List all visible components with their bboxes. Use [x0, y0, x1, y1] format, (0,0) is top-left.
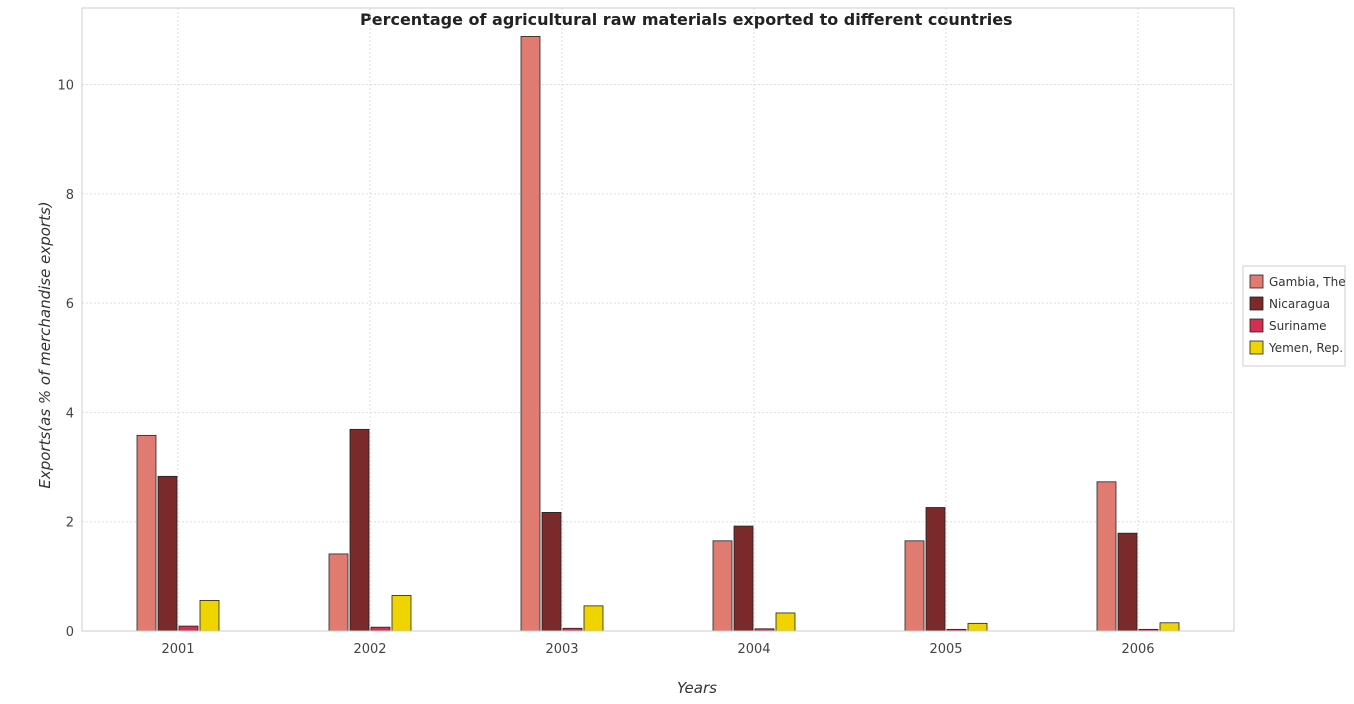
chart-title: Percentage of agricultural raw materials… — [360, 10, 1013, 29]
legend-swatch — [1249, 318, 1264, 333]
x-tick-label: 2002 — [353, 642, 386, 657]
bar-gambia-the-2001 — [136, 434, 157, 632]
bar-yemen-rep-2005 — [967, 622, 988, 632]
y-tick-label: 10 — [57, 79, 74, 94]
legend-swatch — [1249, 296, 1264, 311]
bar-yemen-rep-2004 — [775, 612, 796, 632]
legend-label: Nicaragua — [1269, 297, 1330, 311]
legend: Gambia, The Nicaragua Suriname Yemen, Rep. — [1242, 265, 1346, 367]
legend-swatch — [1249, 340, 1264, 355]
y-axis-label: Exports(as % of merchandise exports) — [36, 201, 54, 488]
y-tick-label: 6 — [66, 297, 74, 312]
bar-gambia-the-2004 — [712, 540, 733, 632]
gridlines — [82, 8, 1234, 632]
bar-gambia-the-2003 — [520, 36, 541, 632]
bar-nicaragua-2003 — [541, 512, 562, 632]
bar-nicaragua-2006 — [1117, 532, 1138, 632]
bar-suriname-2001 — [178, 625, 199, 632]
legend-label: Yemen, Rep. — [1268, 341, 1343, 355]
bar-gambia-the-2006 — [1096, 481, 1117, 632]
y-tick-label: 4 — [66, 406, 74, 421]
x-axis-label: Years — [677, 679, 717, 697]
bar-suriname-2002 — [370, 626, 391, 632]
legend-label: Suriname — [1269, 319, 1327, 333]
y-tick-label: 2 — [66, 516, 74, 531]
bars — [136, 36, 1180, 632]
x-tick-label: 2005 — [929, 642, 962, 657]
x-tick-label: 2003 — [545, 642, 578, 657]
legend-swatch — [1249, 274, 1264, 289]
bar-nicaragua-2001 — [157, 475, 178, 632]
axes: 0 2 4 6 8 10 2001 2002 2003 2004 2005 2006 — [57, 7, 1235, 657]
x-tick-label: 2001 — [161, 642, 194, 657]
bar-nicaragua-2004 — [733, 525, 754, 632]
x-tick-label: 2004 — [737, 642, 770, 657]
legend-label: Gambia, The — [1269, 275, 1346, 289]
bar-nicaragua-2005 — [925, 507, 946, 632]
bar-gambia-the-2005 — [904, 540, 925, 632]
bar-yemen-rep-2001 — [199, 599, 220, 632]
bar-gambia-the-2002 — [328, 553, 349, 632]
y-tick-label: 0 — [66, 625, 74, 640]
bar-yemen-rep-2006 — [1159, 622, 1180, 632]
plot-frame — [81, 7, 1235, 632]
x-tick-label: 2006 — [1121, 642, 1154, 657]
bar-yemen-rep-2002 — [391, 595, 412, 632]
y-tick-label: 8 — [66, 188, 74, 203]
bar-nicaragua-2002 — [349, 428, 370, 632]
bar-yemen-rep-2003 — [583, 605, 604, 632]
